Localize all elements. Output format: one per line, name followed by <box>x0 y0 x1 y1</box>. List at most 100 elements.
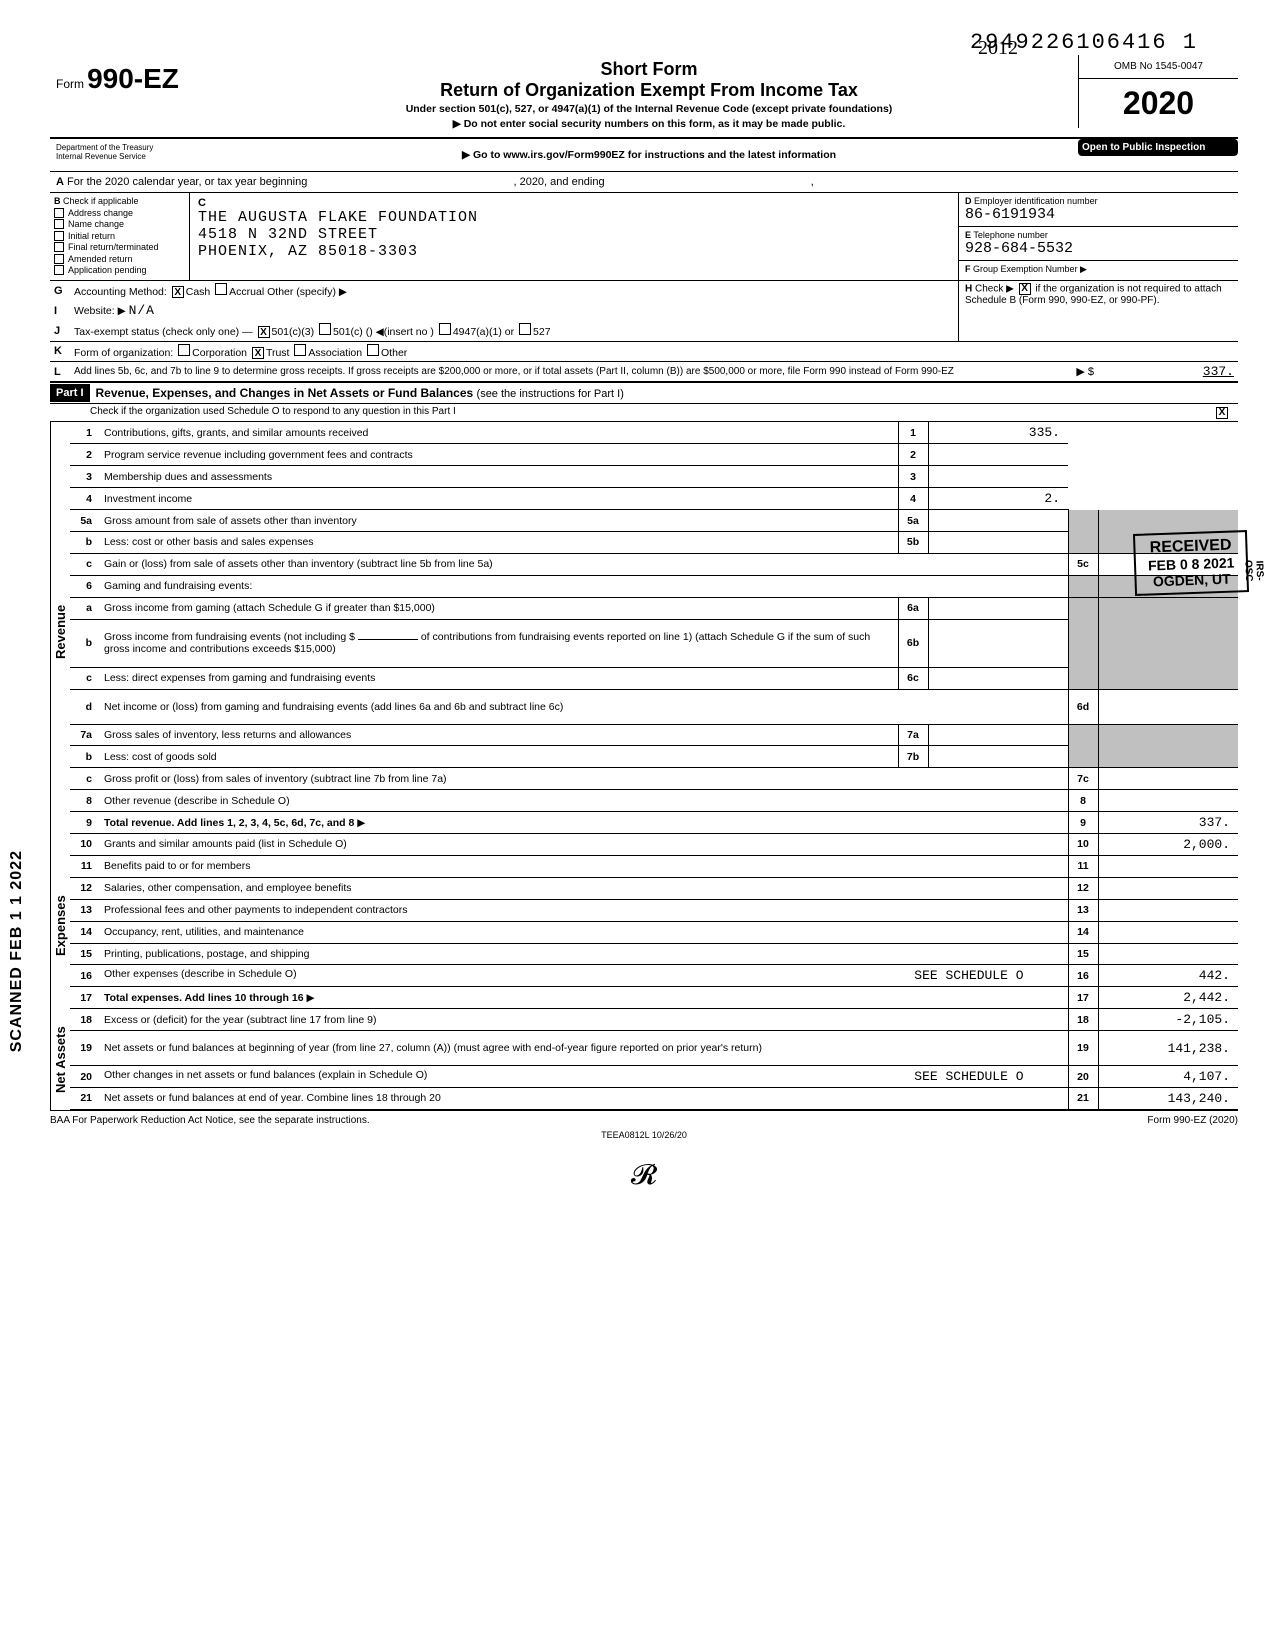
part1-header: Part I Revenue, Expenses, and Changes in… <box>50 382 1238 404</box>
check-501c3[interactable]: X <box>258 326 270 338</box>
check-application-pending[interactable] <box>54 265 64 275</box>
j-letter: J <box>54 325 74 337</box>
d-text: Employer identification number <box>974 196 1098 206</box>
l-text: Add lines 5b, 6c, and 7b to line 9 to de… <box>74 366 1034 377</box>
check-amended[interactable] <box>54 254 64 264</box>
line-a-end: , <box>811 176 814 188</box>
stamp-location: OGDEN, UT <box>1148 570 1235 589</box>
j-o3: 4947(a)(1) or <box>453 326 514 338</box>
table-row: 7aGross sales of inventory, less returns… <box>70 724 1238 746</box>
check-trust[interactable]: X <box>252 347 264 359</box>
line-10-val: 2,000. <box>1098 834 1238 856</box>
ein-value: 86-6191934 <box>965 206 1055 223</box>
table-row: cLess: direct expenses from gaming and f… <box>70 667 1238 689</box>
h-letter: H <box>965 283 972 294</box>
j-o2: 501(c) ( <box>333 326 369 338</box>
table-row: bLess: cost or other basis and sales exp… <box>70 531 1238 553</box>
side-expenses: Expenses <box>50 842 70 1010</box>
k-letter: K <box>54 345 74 357</box>
check-501c[interactable] <box>319 323 331 335</box>
check-initial-return[interactable] <box>54 231 64 241</box>
omb-number: OMB No 1545-0047 <box>1079 55 1238 79</box>
check-other-org[interactable] <box>367 344 379 356</box>
line-16-val: 442. <box>1098 965 1238 987</box>
signature-mark: 𝓡 <box>50 1160 1238 1192</box>
table-row: 19Net assets or fund balances at beginni… <box>70 1031 1238 1066</box>
table-row: 2Program service revenue including gover… <box>70 444 1238 466</box>
line-1-text: Contributions, gifts, grants, and simila… <box>100 422 898 444</box>
handwritten-year: 2012 <box>978 37 1018 60</box>
table-row: 14Occupancy, rent, utilities, and mainte… <box>70 921 1238 943</box>
i-letter: I <box>54 305 74 317</box>
check-address-change[interactable] <box>54 208 64 218</box>
received-stamp: RECEIVED FEB 0 8 2021 OGDEN, UT IRS-OSC <box>1133 530 1249 596</box>
line-21-val: 143,240. <box>1098 1087 1238 1109</box>
short-form-label: Short Form <box>230 59 1068 80</box>
line-20-val: 4,107. <box>1098 1066 1238 1088</box>
org-name: THE AUGUSTA FLAKE FOUNDATION <box>198 209 950 226</box>
l-value: 337. <box>1094 364 1234 379</box>
g-cash: Cash <box>186 286 211 298</box>
check-cash[interactable]: X <box>172 286 184 298</box>
footer-baa: BAA For Paperwork Reduction Act Notice, … <box>50 1115 370 1126</box>
part1-table: 1Contributions, gifts, grants, and simil… <box>70 422 1238 1110</box>
line-3-val <box>928 466 1068 488</box>
g-other: Other (specify) ▶ <box>267 286 347 298</box>
g-letter: G <box>54 285 74 297</box>
table-row: bGross income from fundraising events (n… <box>70 619 1238 667</box>
check-corp[interactable] <box>178 344 190 356</box>
table-row: 6Gaming and fundraising events: <box>70 575 1238 597</box>
open-inspection-badge: Open to Public Inspection <box>1078 139 1238 156</box>
line-20-cell: Other changes in net assets or fund bala… <box>100 1066 1068 1088</box>
h-text: Check ▶ <box>975 283 1014 294</box>
scanned-stamp: SCANNED FEB 1 1 2022 <box>8 850 26 1052</box>
check-label-0: Address change <box>68 208 133 218</box>
k-o1: Corporation <box>192 347 247 359</box>
j-o1: 501(c)(3) <box>272 326 315 338</box>
line-13-text: Professional fees and other payments to … <box>100 899 1068 921</box>
table-row: 4Investment income42. <box>70 488 1238 510</box>
f-text: Group Exemption Number ▶ <box>973 264 1087 274</box>
check-if-applicable: Check if applicable <box>63 196 139 206</box>
line-6-text: Gaming and fundraising events: <box>100 575 1068 597</box>
check-assoc[interactable] <box>294 344 306 356</box>
check-527[interactable] <box>519 323 531 335</box>
f-letter: F <box>965 264 971 274</box>
k-text: Form of organization: <box>74 347 173 359</box>
line-5a-text: Gross amount from sale of assets other t… <box>100 510 898 532</box>
line-6c-text: Less: direct expenses from gaming and fu… <box>100 667 898 689</box>
stamp-side: IRS-OSC <box>1242 551 1265 590</box>
l-letter: L <box>54 366 74 378</box>
check-label-1: Name change <box>68 219 124 229</box>
page-number: 2949226106416 1 <box>50 30 1198 55</box>
table-row: 8Other revenue (describe in Schedule O)8 <box>70 790 1238 812</box>
c-letter: C <box>198 197 206 209</box>
check-schedule-b[interactable]: X <box>1019 283 1031 295</box>
subtitle: Under section 501(c), 527, or 4947(a)(1)… <box>230 103 1068 115</box>
check-accrual[interactable] <box>215 283 227 295</box>
section-bcdef: B Check if applicable Address change Nam… <box>50 193 1238 281</box>
org-addr2: PHOENIX, AZ 85018-3303 <box>198 243 950 260</box>
line-11-text: Benefits paid to or for members <box>100 855 1068 877</box>
line-9-text: Total revenue. Add lines 1, 2, 3, 4, 5c,… <box>104 817 354 829</box>
table-row: 1Contributions, gifts, grants, and simil… <box>70 422 1238 444</box>
g-text: Accounting Method: <box>74 286 167 298</box>
table-row: 16Other expenses (describe in Schedule O… <box>70 965 1238 987</box>
line-1-val: 335. <box>928 422 1068 444</box>
k-o3: Association <box>308 347 362 359</box>
table-row: 11Benefits paid to or for members11 <box>70 855 1238 877</box>
tax-year: 2020 <box>1079 79 1238 128</box>
line-2-val <box>928 444 1068 466</box>
j-o4: 527 <box>533 326 551 338</box>
table-row: 21Net assets or fund balances at end of … <box>70 1087 1238 1109</box>
table-row: 18Excess or (deficit) for the year (subt… <box>70 1009 1238 1031</box>
check-name-change[interactable] <box>54 219 64 229</box>
part1-label: Part I <box>50 384 90 402</box>
line-7c-text: Gross profit or (loss) from sales of inv… <box>100 768 1068 790</box>
instruction-1: ▶ Do not enter social security numbers o… <box>230 118 1068 130</box>
line-18-val: -2,105. <box>1098 1009 1238 1031</box>
check-4947[interactable] <box>439 323 451 335</box>
part1-check[interactable]: X <box>1216 407 1228 419</box>
check-final-return[interactable] <box>54 242 64 252</box>
website-value: N/A <box>129 303 155 318</box>
